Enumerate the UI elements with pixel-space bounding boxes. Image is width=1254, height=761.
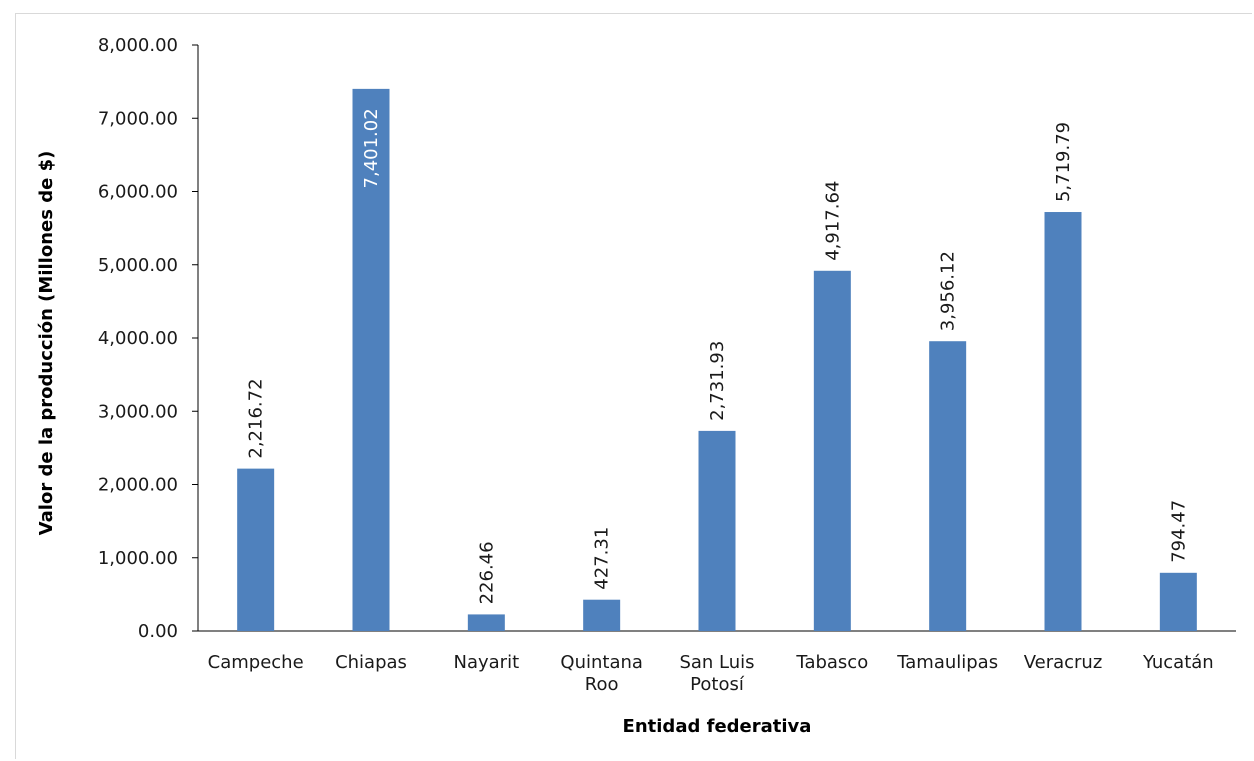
y-tick-label: 1,000.00 xyxy=(98,548,178,569)
bar xyxy=(237,468,275,631)
data-label: 4,917.64 xyxy=(822,181,843,261)
data-label: 427.31 xyxy=(592,527,613,590)
x-axis-title: Entidad federativa xyxy=(623,716,812,737)
bar xyxy=(352,88,390,631)
x-category-label: Tabasco xyxy=(795,652,868,673)
bar xyxy=(1044,212,1082,631)
data-label: 226.46 xyxy=(476,541,497,604)
x-category-label: Nayarit xyxy=(454,652,520,673)
data-label: 2,731.93 xyxy=(707,341,728,421)
bar xyxy=(698,430,736,631)
data-label: 2,216.72 xyxy=(246,378,267,458)
bar xyxy=(583,599,621,631)
data-label: 794.47 xyxy=(1168,500,1189,563)
bar xyxy=(929,341,967,631)
bar xyxy=(1159,572,1197,631)
bar xyxy=(813,270,851,631)
bar xyxy=(467,614,505,631)
y-axis-title: Valor de la producción (Millones de $) xyxy=(36,151,57,536)
y-tick-label: 3,000.00 xyxy=(98,401,178,422)
x-category-label: Campeche xyxy=(208,652,304,673)
x-category-label: Yucatán xyxy=(1142,652,1214,673)
y-tick-label: 8,000.00 xyxy=(98,35,178,56)
chart-frame xyxy=(15,13,1252,759)
data-label: 7,401.02 xyxy=(361,108,382,188)
x-category-label: San Luis Potosí xyxy=(679,652,754,695)
y-tick-label: 6,000.00 xyxy=(98,182,178,203)
y-tick-label: 0.00 xyxy=(138,621,178,642)
x-category-label: Tamaulipas xyxy=(896,652,998,673)
data-label: 5,719.79 xyxy=(1053,122,1074,202)
y-tick-label: 5,000.00 xyxy=(98,255,178,276)
y-tick-label: 4,000.00 xyxy=(98,328,178,349)
x-category-label: Veracruz xyxy=(1024,652,1103,673)
y-tick-label: 7,000.00 xyxy=(98,108,178,129)
y-tick-label: 2,000.00 xyxy=(98,475,178,496)
x-category-label: Chiapas xyxy=(335,652,407,673)
data-label: 3,956.12 xyxy=(938,251,959,331)
x-category-label: Quintana Roo xyxy=(560,652,643,695)
plot-area: 0.00 1,000.00 2,000.00 3,000.00 4,000.00 5,00… xyxy=(98,35,1236,695)
